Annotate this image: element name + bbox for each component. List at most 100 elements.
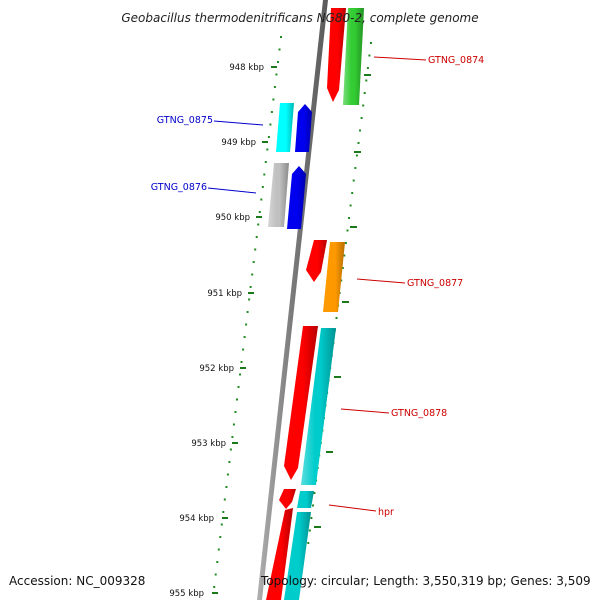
gene-feature-shade bbox=[323, 242, 345, 312]
gene-GTNG_0875[interactable] bbox=[276, 103, 312, 152]
gc-skew-dot bbox=[214, 573, 217, 576]
leader-line bbox=[328, 504, 377, 512]
gene-feature-shade bbox=[276, 103, 294, 152]
gc-skew-dot bbox=[236, 398, 238, 401]
tick-label: 954 kbp bbox=[179, 514, 214, 524]
cds-arrow-shade bbox=[295, 104, 312, 152]
gc-skew-dot bbox=[359, 129, 361, 132]
gc-skew-dot bbox=[246, 311, 249, 313]
gc-skew-dot bbox=[365, 79, 368, 82]
gc-skew-dot bbox=[239, 373, 241, 376]
tick-label: 955 kbp bbox=[169, 589, 204, 599]
gc-skew-dot bbox=[260, 198, 263, 201]
gc-skew-dot bbox=[344, 242, 347, 244]
genome-title: Geobacillus thermodenitrificans NG80-2, … bbox=[121, 11, 478, 25]
cds-arrow-shade bbox=[306, 240, 327, 282]
gc-skew-dot bbox=[269, 123, 272, 126]
gc-skew-dot bbox=[264, 161, 267, 163]
gc-skew-dot bbox=[255, 236, 258, 238]
cds-arrow-shade bbox=[287, 166, 306, 229]
gc-skew-dot bbox=[231, 436, 234, 438]
tick-label: 953 kbp bbox=[191, 439, 226, 449]
gc-skew-dot bbox=[226, 473, 229, 476]
gc-skew-dot bbox=[349, 204, 352, 207]
gene-labels: GTNG_0874 GTNG_0875 GTNG_0876 GTNG_0877 … bbox=[151, 55, 484, 518]
tick-labels: 948 kbp 949 kbp 950 kbp 951 kbp 952 kbp … bbox=[169, 63, 264, 599]
gene-label-GTNG_0876[interactable]: GTNG_0876 bbox=[151, 182, 207, 193]
gc-skew-dot bbox=[307, 542, 310, 544]
gene-GTNG_0874[interactable] bbox=[327, 8, 364, 105]
gene-label-GTNG_0878[interactable]: GTNG_0878 bbox=[391, 408, 447, 419]
gc-skew-dot bbox=[278, 48, 281, 51]
gc-skew-dot bbox=[242, 348, 245, 351]
gc-skew-dot bbox=[223, 498, 226, 501]
gc-skew-dot bbox=[348, 217, 350, 219]
gc-skew-dot bbox=[229, 448, 232, 451]
gc-skew-dot bbox=[245, 323, 248, 326]
gc-skew-dot bbox=[219, 536, 222, 538]
genome-backbone bbox=[257, 0, 328, 600]
gc-skew-dot bbox=[277, 61, 279, 63]
gc-skew-dot bbox=[266, 148, 269, 151]
gene-feature-shade bbox=[343, 8, 364, 105]
leader-line bbox=[207, 187, 257, 194]
leader-line bbox=[213, 120, 264, 126]
gc-skew-dot bbox=[346, 229, 349, 232]
accession-text: Accession: NC_009328 bbox=[9, 574, 146, 588]
cds-arrow-shade bbox=[284, 326, 318, 480]
gene-label-GTNG_0877[interactable]: GTNG_0877 bbox=[407, 278, 463, 289]
gc-skew-dot bbox=[343, 254, 346, 257]
gene-label-hpr[interactable]: hpr bbox=[378, 507, 394, 518]
gene-GTNG_0878[interactable] bbox=[284, 326, 336, 485]
gc-skew-dot bbox=[263, 173, 266, 176]
gc-skew-dot bbox=[366, 67, 369, 69]
gc-skew-dot bbox=[257, 223, 260, 226]
gc-skew-dot bbox=[228, 461, 231, 463]
gene-label-GTNG_0874[interactable]: GTNG_0874 bbox=[428, 55, 484, 66]
topology-summary: Topology: circular; Length: 3,550,319 bp… bbox=[261, 574, 591, 588]
gc-skew-dot bbox=[280, 36, 282, 38]
gene-feature-shade bbox=[297, 491, 314, 508]
gc-skew-dot bbox=[243, 336, 246, 338]
gc-skew-dot bbox=[370, 42, 372, 44]
gc-skew-dot bbox=[355, 154, 358, 157]
cds-arrow-shade bbox=[266, 508, 293, 600]
gc-skew-dot bbox=[216, 561, 219, 563]
gc-skew-dot bbox=[354, 167, 357, 169]
gene-hpr[interactable] bbox=[279, 489, 314, 509]
gc-skew-dot bbox=[308, 529, 311, 532]
gc-skew-dot bbox=[252, 261, 255, 263]
gc-skew-dot bbox=[335, 317, 338, 319]
gene-next-partial[interactable] bbox=[266, 508, 311, 600]
gc-skew-dot bbox=[340, 279, 343, 282]
gc-skew-dot bbox=[275, 73, 278, 76]
gc-skew-dot bbox=[368, 54, 371, 57]
gc-skew-dot bbox=[261, 186, 264, 188]
gc-skew-dot bbox=[312, 504, 314, 507]
gc-skew-dot bbox=[222, 511, 225, 513]
gc-skew-dot bbox=[249, 286, 252, 288]
cds-arrow-shade bbox=[327, 8, 346, 102]
gc-skew-dot bbox=[248, 298, 251, 301]
gc-skew-inner-track bbox=[213, 36, 282, 588]
gc-skew-dot bbox=[258, 211, 261, 213]
gc-skew-dot bbox=[213, 586, 216, 588]
gene-feature-shade bbox=[301, 328, 336, 485]
tick-label: 949 kbp bbox=[221, 138, 256, 148]
gene-GTNG_0877[interactable] bbox=[306, 240, 345, 312]
gc-skew-dot bbox=[267, 136, 270, 138]
gc-skew-dot bbox=[220, 523, 223, 526]
gc-skew-dot bbox=[225, 486, 228, 488]
gc-skew-dot bbox=[251, 273, 254, 276]
gc-skew-dot bbox=[270, 111, 273, 113]
gc-skew-dot bbox=[360, 117, 363, 119]
gc-skew-dot bbox=[313, 492, 316, 494]
gene-label-GTNG_0875[interactable]: GTNG_0875 bbox=[157, 115, 213, 126]
gene-GTNG_0876[interactable] bbox=[268, 163, 306, 229]
tick-label: 948 kbp bbox=[229, 63, 264, 73]
gc-skew-dot bbox=[217, 548, 220, 551]
cds-arrow-shade bbox=[279, 489, 296, 509]
gc-skew-dot bbox=[363, 92, 366, 94]
tick-marks bbox=[212, 66, 371, 594]
gc-skew-dot bbox=[357, 142, 360, 144]
